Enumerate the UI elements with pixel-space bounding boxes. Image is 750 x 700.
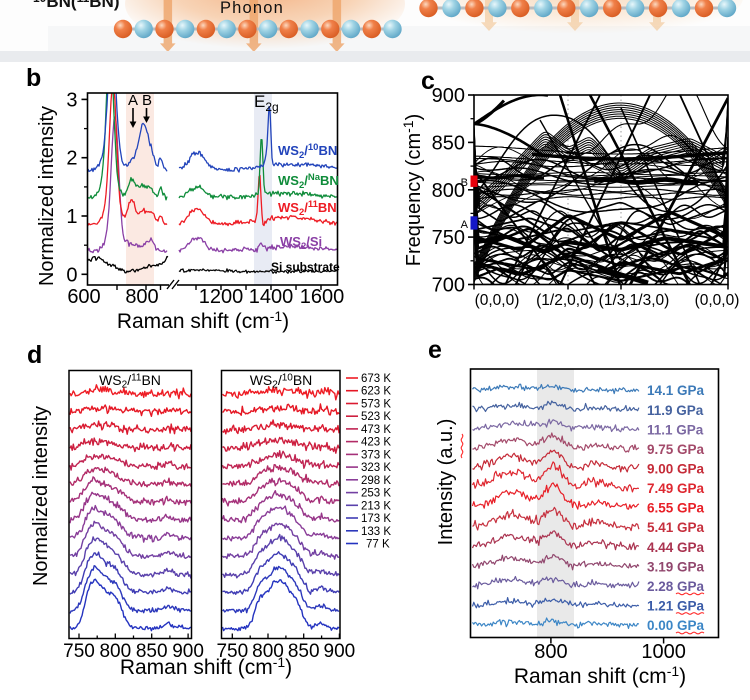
svg-text:Raman shift (cm-1): Raman shift (cm-1) bbox=[117, 308, 289, 333]
svg-text:6.55 GPa: 6.55 GPa bbox=[647, 501, 705, 516]
svg-text:2: 2 bbox=[66, 148, 77, 170]
svg-text:Intensity (a.u.): Intensity (a.u.) bbox=[435, 419, 457, 546]
svg-text:253 K: 253 K bbox=[361, 488, 391, 500]
svg-text:Si substrate: Si substrate bbox=[271, 260, 340, 274]
svg-text:900: 900 bbox=[432, 85, 465, 107]
svg-text:WS2/11BN: WS2/11BN bbox=[99, 372, 161, 391]
svg-text:14.1 GPa: 14.1 GPa bbox=[647, 383, 705, 398]
svg-text:3: 3 bbox=[66, 89, 77, 111]
svg-text:c: c bbox=[421, 67, 435, 95]
svg-text:4.44 GPa: 4.44 GPa bbox=[647, 540, 705, 555]
svg-text:523 K: 523 K bbox=[361, 411, 391, 423]
svg-text:WS2/10BN: WS2/10BN bbox=[278, 142, 337, 161]
svg-text:Raman shift (cm-1): Raman shift (cm-1) bbox=[120, 654, 292, 679]
svg-text:11.9 GPa: 11.9 GPa bbox=[647, 403, 704, 418]
svg-text:750: 750 bbox=[216, 641, 248, 662]
svg-text:800: 800 bbox=[252, 641, 284, 662]
svg-text:(1/2,0,0): (1/2,0,0) bbox=[536, 292, 594, 309]
svg-text:11.1 GPa: 11.1 GPa bbox=[647, 422, 704, 437]
svg-text:WS2/Si: WS2/Si bbox=[280, 234, 322, 252]
svg-text:800: 800 bbox=[534, 641, 567, 663]
svg-text:3.19 GPa: 3.19 GPa bbox=[647, 559, 705, 574]
svg-text:A: A bbox=[128, 92, 138, 109]
svg-text:7.49 GPa: 7.49 GPa bbox=[647, 481, 705, 496]
svg-text:b: b bbox=[26, 64, 41, 92]
svg-text:1.21 GPa: 1.21 GPa bbox=[647, 599, 705, 614]
svg-text:800: 800 bbox=[125, 286, 158, 308]
svg-text:1000: 1000 bbox=[641, 641, 686, 663]
svg-text:373 K: 373 K bbox=[361, 449, 391, 461]
svg-text:600: 600 bbox=[67, 286, 100, 308]
svg-text:d: d bbox=[27, 341, 42, 369]
svg-text:673 K: 673 K bbox=[361, 373, 391, 385]
svg-text:e: e bbox=[428, 336, 442, 364]
svg-text:850: 850 bbox=[432, 132, 465, 154]
svg-text:1600: 1600 bbox=[300, 286, 345, 308]
svg-text:WS2/10BN: WS2/10BN bbox=[250, 372, 313, 391]
svg-text:323 K: 323 K bbox=[361, 462, 391, 474]
svg-text:1400: 1400 bbox=[249, 286, 294, 308]
svg-text:Frequency (cm-1): Frequency (cm-1) bbox=[400, 114, 425, 267]
svg-text:Phonon: Phonon bbox=[220, 0, 284, 17]
svg-text:77 K: 77 K bbox=[366, 539, 390, 551]
svg-text:1: 1 bbox=[66, 206, 77, 228]
svg-text:Normalized intensity: Normalized intensity bbox=[36, 106, 58, 286]
svg-text:Normalized intensity: Normalized intensity bbox=[30, 406, 52, 586]
svg-text:800: 800 bbox=[99, 641, 131, 662]
svg-text:B: B bbox=[142, 92, 152, 109]
svg-text:Raman shift (cm-1): Raman shift (cm-1) bbox=[514, 663, 686, 688]
svg-text:1200: 1200 bbox=[199, 286, 244, 308]
svg-text:2.28 GPa: 2.28 GPa bbox=[647, 579, 705, 594]
svg-text:473 K: 473 K bbox=[361, 424, 391, 436]
svg-text:10BN(11BN): 10BN(11BN) bbox=[33, 0, 119, 11]
svg-text:WS2/NaBN: WS2/NaBN bbox=[278, 172, 339, 191]
svg-text:0.00 GPa: 0.00 GPa bbox=[647, 618, 705, 633]
svg-text:5.41 GPa: 5.41 GPa bbox=[647, 520, 705, 535]
svg-text:0: 0 bbox=[66, 264, 77, 286]
svg-text:800: 800 bbox=[432, 180, 465, 202]
svg-text:9.00 GPa: 9.00 GPa bbox=[647, 462, 705, 477]
svg-text:850: 850 bbox=[136, 641, 168, 662]
svg-text:298 K: 298 K bbox=[361, 475, 391, 487]
svg-text:9.75 GPa: 9.75 GPa bbox=[647, 442, 705, 457]
svg-text:213 K: 213 K bbox=[361, 500, 391, 512]
svg-text:623 K: 623 K bbox=[361, 386, 391, 398]
svg-text:(1/3,1/3,0): (1/3,1/3,0) bbox=[599, 292, 670, 309]
svg-text:750: 750 bbox=[432, 227, 465, 249]
svg-text:423 K: 423 K bbox=[361, 437, 391, 449]
svg-text:(0,0,0): (0,0,0) bbox=[475, 292, 520, 309]
svg-text:850: 850 bbox=[288, 641, 320, 662]
svg-text:B: B bbox=[461, 177, 468, 189]
svg-text:900: 900 bbox=[172, 641, 204, 662]
svg-text:A: A bbox=[461, 219, 469, 231]
svg-text:900: 900 bbox=[324, 641, 356, 662]
svg-text:(0,0,0): (0,0,0) bbox=[695, 292, 740, 309]
svg-text:750: 750 bbox=[63, 641, 95, 662]
svg-text:133 K: 133 K bbox=[361, 526, 391, 538]
svg-text:700: 700 bbox=[432, 275, 465, 297]
svg-text:WS2/11BN: WS2/11BN bbox=[278, 199, 337, 218]
svg-text:173 K: 173 K bbox=[361, 513, 391, 525]
svg-text:573 K: 573 K bbox=[361, 399, 391, 411]
